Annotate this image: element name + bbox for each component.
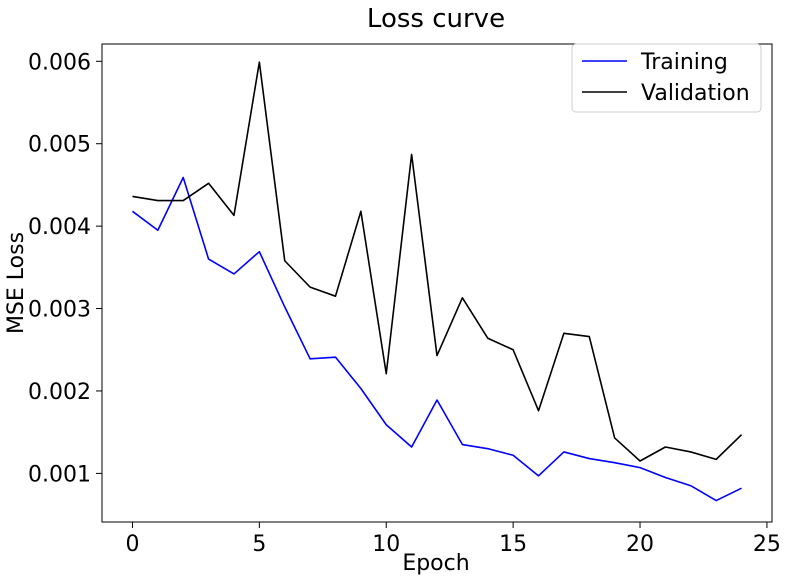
y-tick-label: 0.004	[28, 215, 91, 240]
y-tick-label: 0.003	[28, 298, 91, 323]
x-tick-label: 5	[252, 532, 266, 557]
x-tick-label: 0	[125, 532, 139, 557]
legend-label-validation: Validation	[641, 81, 750, 106]
y-tick-label: 0.002	[28, 380, 91, 405]
x-axis-title: Epoch	[402, 551, 469, 576]
series-line-training	[131, 176, 742, 502]
x-tick-label: 15	[499, 532, 527, 557]
plot-area	[101, 43, 773, 523]
legend: Training Validation	[571, 43, 762, 113]
series-layer	[131, 61, 743, 502]
x-tick-label: 20	[626, 532, 654, 557]
x-tick-label: 25	[753, 532, 781, 557]
y-tick-label: 0.001	[28, 462, 91, 487]
x-tick-label: 10	[372, 532, 400, 557]
y-tick-label: 0.006	[28, 50, 91, 75]
legend-label-training: Training	[640, 50, 728, 75]
series-line-validation	[132, 61, 743, 462]
y-axis: 0.001 0.002 0.003 0.004 0.005 0.006	[28, 50, 102, 487]
chart-title: Loss curve	[367, 4, 505, 34]
x-axis: 0 5 10 15 20 25	[125, 522, 781, 557]
y-axis-title: MSE Loss	[4, 232, 29, 334]
y-tick-label: 0.005	[28, 133, 91, 158]
